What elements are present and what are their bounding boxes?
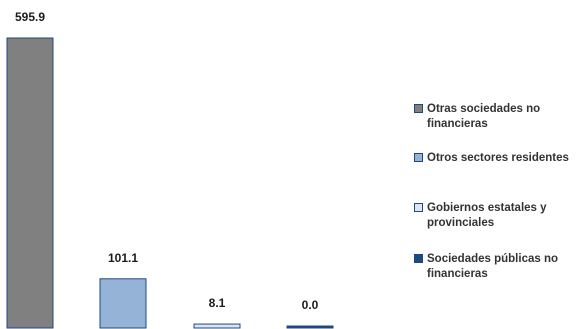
value-label-gobiernos-estatales: 8.1 bbox=[209, 296, 226, 310]
legend-item-gobiernos-estatales: Gobiernos estatales y provinciales bbox=[414, 201, 585, 231]
legend-swatch-gobiernos-estatales bbox=[414, 203, 423, 212]
legend-label-otros-sectores: Otros sectores residentes bbox=[427, 152, 569, 164]
bar-sociedades-publicas bbox=[286, 325, 334, 329]
legend-label-otras-sociedades: Otras sociedades no financieras bbox=[427, 103, 541, 130]
bar-otras-sociedades bbox=[6, 37, 54, 329]
legend-label-gobiernos-estatales: Gobiernos estatales y provinciales bbox=[427, 202, 547, 229]
legend-swatch-sociedades-publicas bbox=[414, 254, 423, 263]
legend-item-otras-sociedades: Otras sociedades no financieras bbox=[414, 102, 585, 132]
legend-swatch-otras-sociedades bbox=[414, 104, 423, 113]
value-label-otras-sociedades: 595.9 bbox=[15, 10, 45, 24]
value-label-sociedades-publicas: 0.0 bbox=[302, 298, 319, 312]
legend-swatch-otros-sectores bbox=[414, 153, 423, 162]
legend-item-otros-sectores: Otros sectores residentes bbox=[414, 151, 585, 166]
bar-gobiernos-estatales bbox=[193, 323, 241, 329]
legend-item-sociedades-publicas: Sociedades públicas no financieras bbox=[414, 252, 585, 282]
value-label-otros-sectores: 101.1 bbox=[108, 251, 138, 265]
legend-label-sociedades-publicas: Sociedades públicas no financieras bbox=[427, 253, 559, 280]
bar-otros-sectores bbox=[99, 278, 147, 329]
